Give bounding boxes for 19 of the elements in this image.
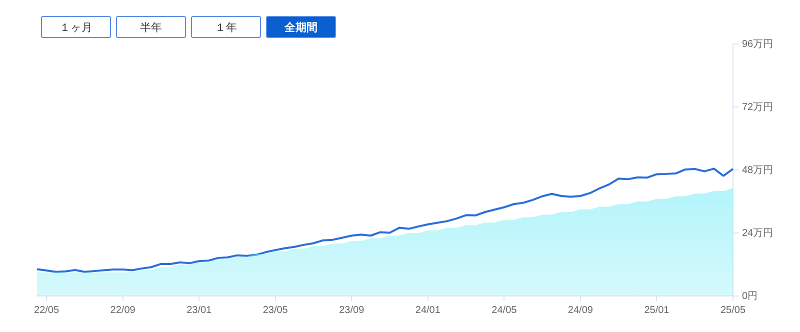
x-tick-label: 23/05 bbox=[262, 304, 288, 316]
y-tick-label: 96万円 bbox=[742, 38, 774, 50]
y-tick-label: 72万円 bbox=[742, 102, 774, 113]
x-tick-label: 23/01 bbox=[186, 304, 212, 316]
tab-button: 半年 bbox=[116, 16, 186, 38]
y-tick-label: 48万円 bbox=[742, 164, 774, 176]
tab-button: １ヶ月 bbox=[41, 16, 111, 38]
x-tick-label: 24/09 bbox=[568, 304, 594, 316]
y-tick-label: 0円 bbox=[742, 290, 758, 302]
y-tick-label: 24万円 bbox=[742, 228, 774, 239]
x-tick-label: 25/01 bbox=[644, 304, 670, 316]
x-tick-label: 23/09 bbox=[339, 304, 365, 316]
x-tick-label: 25/05 bbox=[720, 304, 746, 316]
tab-button: １年 bbox=[191, 16, 261, 38]
x-tick-label: 22/05 bbox=[34, 304, 60, 316]
tab-button: 全期間 bbox=[266, 16, 336, 38]
x-tick-label: 24/05 bbox=[492, 304, 518, 316]
x-tick-label: 24/01 bbox=[415, 304, 441, 316]
x-tick-label: 22/09 bbox=[110, 304, 136, 316]
